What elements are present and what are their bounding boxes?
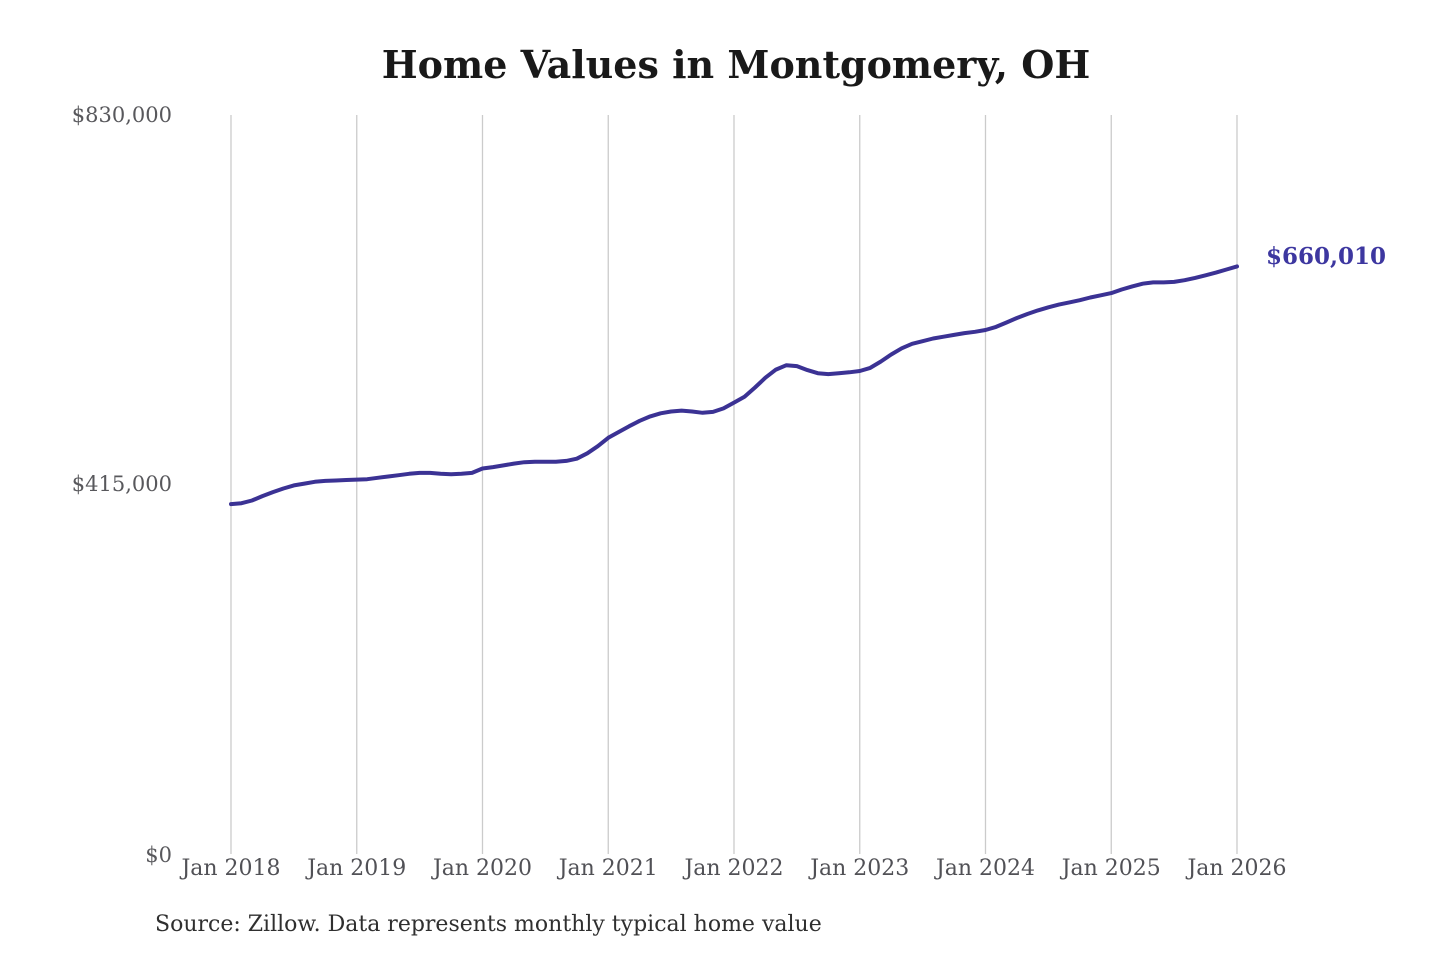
y-axis-label-830000: $830,000 [71, 103, 172, 127]
source-note: Source: Zillow. Data represents monthly … [155, 912, 822, 937]
x-axis-label: Jan 2026 [1187, 856, 1287, 881]
x-axis-label: Jan 2019 [307, 856, 407, 881]
x-axis-label: Jan 2018 [181, 856, 281, 881]
chart-title: Home Values in Montgomery, OH [381, 42, 1091, 87]
x-axis-label: Jan 2021 [558, 856, 658, 881]
end-value-label: $660,010 [1266, 243, 1387, 270]
x-axis-label: Jan 2022 [684, 856, 784, 881]
x-axis-label: Jan 2025 [1061, 856, 1161, 881]
x-axis-label: Jan 2023 [810, 856, 910, 881]
home-value-line [229, 264, 1239, 507]
x-axis-label: Jan 2020 [432, 856, 533, 881]
x-axis: Jan 2018 Jan 2019 Jan 2020 Jan 2021 Jan 2022… [0, 856, 1440, 886]
y-axis-label-0: $0 [145, 843, 172, 867]
y-axis-label-415000: $415,000 [71, 472, 172, 496]
x-axis-label: Jan 2024 [935, 856, 1036, 881]
